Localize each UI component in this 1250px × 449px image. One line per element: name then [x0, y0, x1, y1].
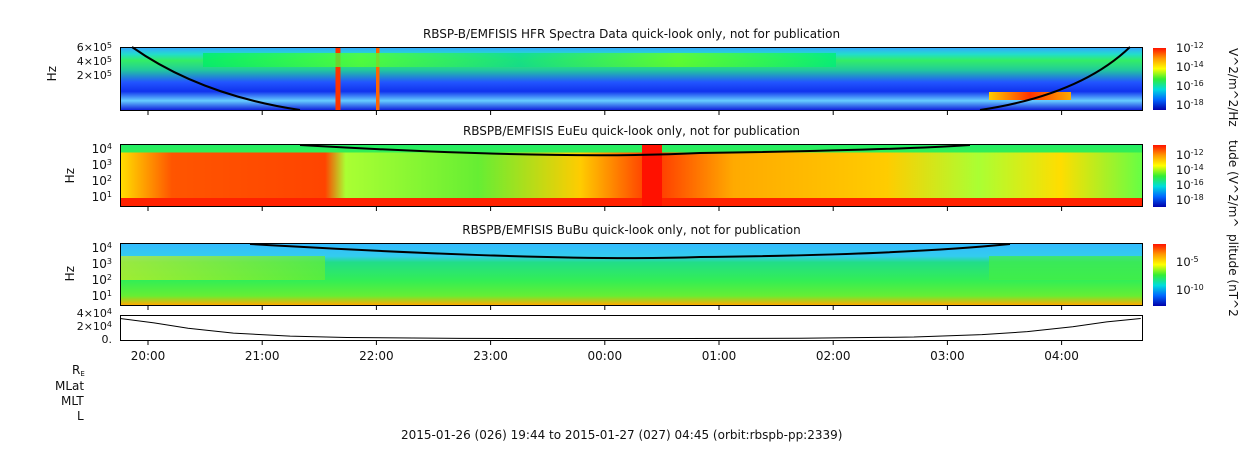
panel-title-bubu: RBSPB/EMFISIS BuBu quick-look only, not … — [462, 223, 801, 237]
bubu-colorbar-label: plitude (nT^2 — [1226, 234, 1240, 317]
log-ytick-label: 103 — [91, 257, 112, 271]
eueu-curve — [299, 144, 971, 157]
colorbar-tick-label: 10-10 — [1176, 283, 1204, 297]
line-panel — [120, 315, 1143, 341]
eueu-colorbar-label: tude (V^2/m^ — [1226, 140, 1240, 228]
colorbar-tick-label: 10-16 — [1176, 79, 1204, 93]
log-ytick-label: 104 — [91, 142, 112, 156]
colorbar-tick-label: 10-12 — [1176, 41, 1204, 55]
bubu-curve — [249, 243, 1011, 260]
log-ytick-label: 101 — [91, 289, 112, 303]
colorbar-tick-label: 10-12 — [1176, 148, 1204, 162]
x-tick-label: 03:00 — [930, 349, 965, 363]
hfr-ytick-label: 2×105 — [76, 69, 112, 82]
hfr-colorbar-label: V^2/m^2/Hz — [1226, 48, 1240, 127]
line-ytick-label: 4×104 — [76, 307, 112, 320]
log-ytick-label: 104 — [91, 241, 112, 255]
hfr-ytick-label: 6×105 — [76, 41, 112, 54]
log-ytick-label: 103 — [91, 158, 112, 172]
x-tick-label: 22:00 — [359, 349, 394, 363]
x-tick-label: 20:00 — [130, 349, 166, 363]
eph-label-mlat: MLat — [55, 379, 85, 393]
colorbar-tick-label: 10-14 — [1176, 163, 1204, 177]
eueu-colorbar — [1153, 145, 1166, 207]
x-tick-label: 21:00 — [244, 349, 280, 363]
panel-title-eueu: RBSPB/EMFISIS EuEu quick-look only, not … — [462, 124, 801, 138]
x-tick-label: 04:00 — [1044, 349, 1079, 363]
bubu-spectrogram — [120, 243, 1143, 306]
footer-time-range: 2015-01-26 (026) 19:44 to 2015-01-27 (02… — [401, 428, 843, 442]
x-tick-label: 01:00 — [701, 349, 737, 363]
colorbar-tick-label: 10-5 — [1176, 255, 1199, 269]
hfr-colorbar — [1153, 48, 1166, 110]
colorbar-tick-label: 10-18 — [1176, 98, 1204, 112]
hfr-curve — [131, 46, 1131, 111]
x-tick-label: 00:00 — [587, 349, 623, 363]
eph-label-re: RE — [72, 363, 85, 378]
bubu-colorbar — [1153, 244, 1166, 306]
line-ytick-label: 2×104 — [76, 320, 112, 333]
x-tick-label: 23:00 — [473, 349, 508, 363]
hfr-spectrogram — [120, 47, 1143, 111]
colorbar-tick-label: 10-16 — [1176, 178, 1204, 192]
log-ytick-label: 101 — [91, 190, 112, 204]
colorbar-tick-label: 10-14 — [1176, 60, 1204, 74]
hfr-ytick-label: 4×105 — [76, 55, 112, 68]
eph-label-mlt: MLT — [61, 394, 84, 408]
x-tick-label: 02:00 — [815, 349, 851, 363]
log-ytick-label: 102 — [91, 273, 112, 287]
line-series — [119, 317, 1141, 340]
log-ytick-label: 102 — [91, 174, 112, 188]
line-ytick-zero: 0. — [101, 333, 113, 346]
panel-title-hfr: RBSP-B/EMFISIS HFR Spectra Data quick-lo… — [422, 27, 841, 41]
colorbar-tick-label: 10-18 — [1176, 193, 1204, 207]
eph-label-l: L — [77, 409, 84, 423]
